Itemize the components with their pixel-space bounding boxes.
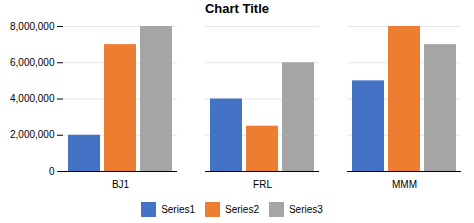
svg-text:2,000,000: 2,000,000 [10, 129, 55, 140]
svg-text:FRL: FRL [253, 179, 272, 190]
svg-text:4,000,000: 4,000,000 [10, 93, 55, 104]
svg-text:0: 0 [49, 166, 55, 177]
html-text:Series1: Series1 [161, 204, 195, 215]
html-text:Series3: Series3 [289, 204, 323, 215]
svg-text:BJ1: BJ1 [112, 179, 130, 190]
svg-text:8,000,000: 8,000,000 [10, 21, 55, 32]
html-text:Chart Title: Chart Title [205, 1, 269, 16]
svg-text:6,000,000: 6,000,000 [10, 57, 55, 68]
html-text:Series2: Series2 [225, 204, 259, 215]
svg-text:MMM: MMM [392, 179, 417, 190]
